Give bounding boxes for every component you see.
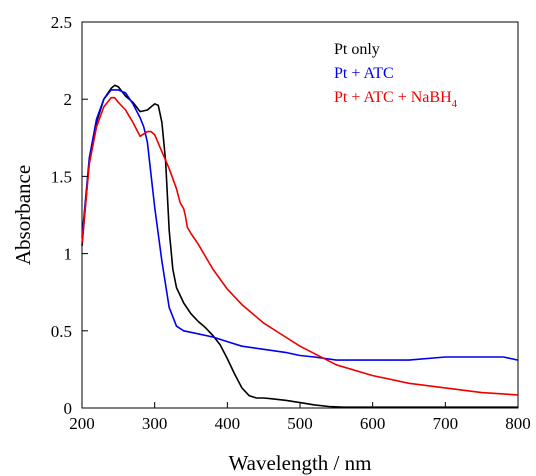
- y-tick-label: 0: [64, 399, 73, 418]
- legend-entry-pt-only: Pt only: [334, 41, 380, 58]
- legend-entry-pt-atc-nabh4: Pt + ATC + NaBH4: [334, 89, 458, 110]
- x-tick-label: 600: [360, 414, 386, 433]
- x-tick-label: 700: [433, 414, 459, 433]
- tick-layer: 200 300 400 500 600 700 800 0 0.5 1 1.5 2 2.5: [51, 13, 531, 433]
- series-layer: [81, 84, 519, 408]
- y-axis-title: Absorbance: [11, 165, 35, 265]
- legend: Pt only Pt + ATC Pt + ATC + NaBH4: [334, 41, 458, 110]
- series-line-pt-only: [81, 84, 518, 408]
- x-tick-label: 300: [142, 414, 168, 433]
- series-line-pt-atc: [81, 89, 519, 361]
- y-tick-label: 0.5: [51, 322, 72, 341]
- x-axis-title: Wavelength / nm: [229, 451, 372, 475]
- legend-entry-pt-atc: Pt + ATC: [334, 65, 394, 82]
- plot-frame: [81, 21, 519, 409]
- series-line-pt-atc-nabh4: [81, 96, 519, 396]
- plot-area: [81, 21, 519, 409]
- y-tick-label: 2.5: [51, 13, 72, 32]
- y-tick-label: 1.5: [51, 167, 72, 186]
- y-tick-label: 2: [64, 90, 73, 109]
- y-tick-label: 1: [64, 245, 73, 264]
- x-tick-label: 500: [287, 414, 313, 433]
- legend-entry-pt-atc-nabh4-subscript: 4: [452, 98, 458, 110]
- x-tick-label: 800: [505, 414, 531, 433]
- legend-entry-pt-atc-nabh4-main: Pt + ATC + NaBH: [334, 89, 452, 106]
- x-tick-label: 200: [69, 414, 95, 433]
- x-tick-label: 400: [215, 414, 241, 433]
